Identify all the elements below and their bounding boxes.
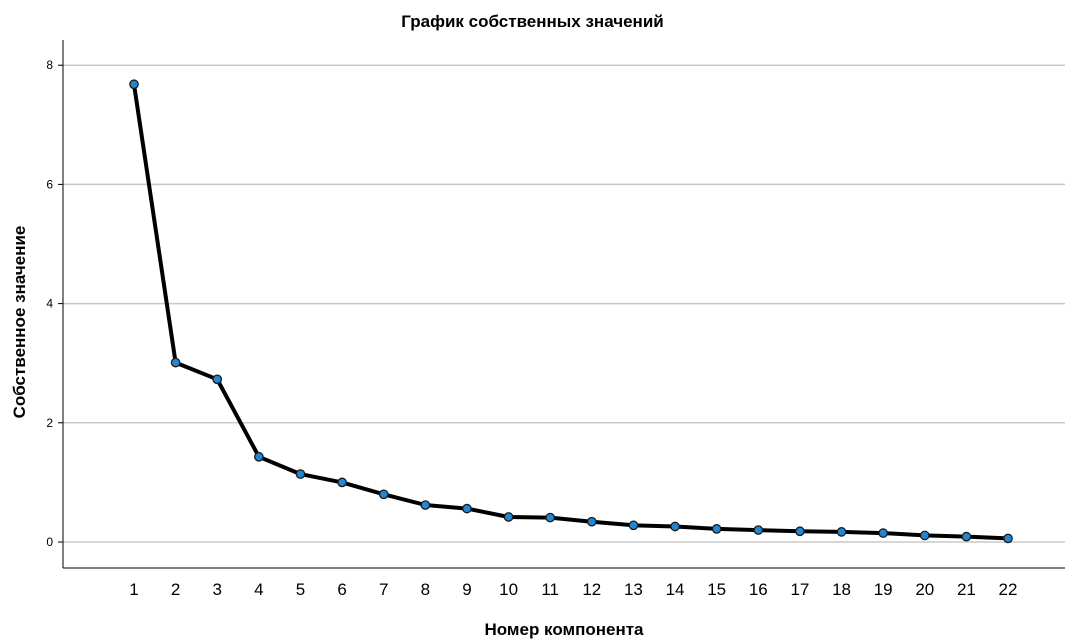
data-point <box>337 477 347 488</box>
data-point <box>753 525 764 535</box>
data-point <box>586 516 597 527</box>
data-point <box>170 357 181 368</box>
data-point <box>836 527 847 537</box>
x-tick-label: 1 <box>129 580 138 599</box>
x-tick-label: 14 <box>666 580 685 599</box>
x-tick-label: 22 <box>999 580 1018 599</box>
data-point <box>420 500 431 510</box>
x-tick-label: 15 <box>707 580 726 599</box>
data-point <box>212 374 223 385</box>
x-tick-label: 11 <box>541 580 559 599</box>
x-tick-label: 17 <box>790 580 809 599</box>
y-tick-label: 8 <box>46 58 53 72</box>
y-tick-label: 2 <box>46 416 53 430</box>
x-tick-label: 6 <box>337 580 346 599</box>
data-point <box>503 512 514 522</box>
y-tick-label: 6 <box>46 177 53 191</box>
x-tick-label: 12 <box>582 580 601 599</box>
x-tick-label: 21 <box>957 580 976 599</box>
data-point <box>254 451 264 462</box>
data-point <box>919 530 930 541</box>
x-tick-label: 13 <box>624 580 643 599</box>
x-tick-label: 10 <box>499 580 518 599</box>
data-point <box>462 503 472 514</box>
data-point <box>961 531 972 542</box>
data-point <box>878 528 889 538</box>
x-tick-label: 2 <box>171 580 180 599</box>
data-point <box>129 79 139 90</box>
data-point <box>545 512 556 523</box>
x-tick-label: 9 <box>462 580 471 599</box>
x-tick-label: 16 <box>749 580 768 599</box>
data-point <box>711 524 722 534</box>
x-tick-label: 19 <box>874 580 893 599</box>
data-point <box>628 520 639 531</box>
x-tick-label: 3 <box>213 580 222 599</box>
data-point <box>795 526 805 537</box>
data-point <box>1003 533 1013 544</box>
x-tick-label: 7 <box>379 580 388 599</box>
x-tick-label: 5 <box>296 580 305 599</box>
data-point <box>295 469 306 479</box>
series-line <box>132 82 1010 541</box>
chart-title: График собственных значений <box>401 12 664 31</box>
x-tick-label: 18 <box>832 580 851 599</box>
y-tick-label: 4 <box>46 297 53 311</box>
data-point <box>670 521 680 532</box>
y-tick-label: 0 <box>46 535 53 549</box>
data-point <box>378 489 389 500</box>
x-tick-label: 20 <box>915 580 934 599</box>
x-axis-label: Номер компонента <box>484 620 644 639</box>
x-tick-label: 4 <box>254 580 263 599</box>
x-tick-label: 8 <box>421 580 430 599</box>
